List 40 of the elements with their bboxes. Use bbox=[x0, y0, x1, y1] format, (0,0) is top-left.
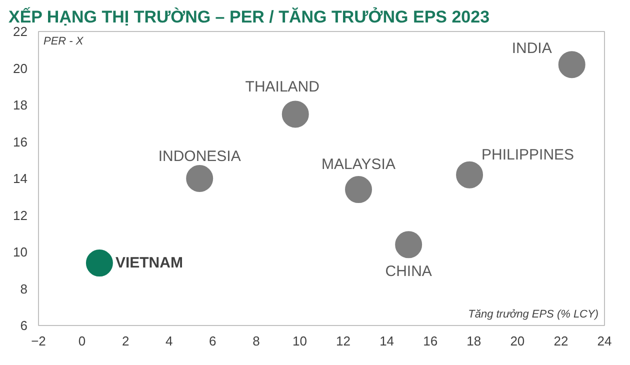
x-tick-label: 8 bbox=[252, 334, 260, 348]
y-tick-label: 10 bbox=[13, 244, 28, 260]
point bbox=[558, 51, 586, 78]
y-tick-label: 16 bbox=[13, 134, 28, 150]
y-axis-title: PER - X bbox=[44, 36, 84, 48]
point bbox=[395, 231, 422, 258]
x-tick-label: 12 bbox=[336, 334, 351, 348]
x-tick-label: 6 bbox=[209, 334, 216, 348]
series-label: CHINA bbox=[385, 263, 432, 280]
x-axis-title: Tăng trưởng EPS (% LCY) bbox=[468, 308, 599, 320]
x-tick-label: 20 bbox=[510, 334, 525, 348]
y-tick-label: 20 bbox=[13, 60, 28, 76]
y-tick-label: 8 bbox=[20, 281, 28, 296]
series-label: PHILIPPINES bbox=[482, 146, 574, 164]
x-tick-label: 22 bbox=[554, 334, 568, 348]
series-label: VIETNAM bbox=[115, 254, 183, 272]
y-tick-label: 18 bbox=[13, 98, 28, 112]
series-label: MALAYSIA bbox=[322, 156, 396, 174]
x-tick-label: 10 bbox=[292, 334, 307, 348]
x-tick-label: 2 bbox=[122, 334, 130, 348]
x-tick-label: 14 bbox=[380, 334, 394, 348]
series-label: THAILAND bbox=[245, 78, 320, 96]
point bbox=[86, 250, 113, 276]
x-tick-label: −2 bbox=[31, 334, 46, 348]
x-tick-label: 0 bbox=[78, 334, 86, 348]
y-tick-label: 22 bbox=[13, 24, 28, 39]
chart-title: XẾP HẠNG THỊ TRƯỜNG – PER / TĂNG TRƯỞNG EPS 2023 bbox=[8, 6, 490, 26]
x-tick-label: 18 bbox=[466, 334, 482, 348]
point bbox=[345, 176, 372, 203]
series-label: INDONESIA bbox=[158, 148, 241, 165]
point bbox=[186, 165, 214, 192]
point bbox=[282, 100, 309, 128]
y-tick-label: 14 bbox=[13, 171, 28, 186]
point bbox=[456, 161, 484, 188]
series-label: INDIA bbox=[512, 40, 552, 58]
y-tick-label: 12 bbox=[13, 208, 28, 223]
y-tick-label: 6 bbox=[20, 318, 28, 333]
x-tick-label: 4 bbox=[166, 334, 173, 348]
x-tick-label: 16 bbox=[423, 334, 438, 348]
x-tick-label: 24 bbox=[597, 334, 612, 348]
